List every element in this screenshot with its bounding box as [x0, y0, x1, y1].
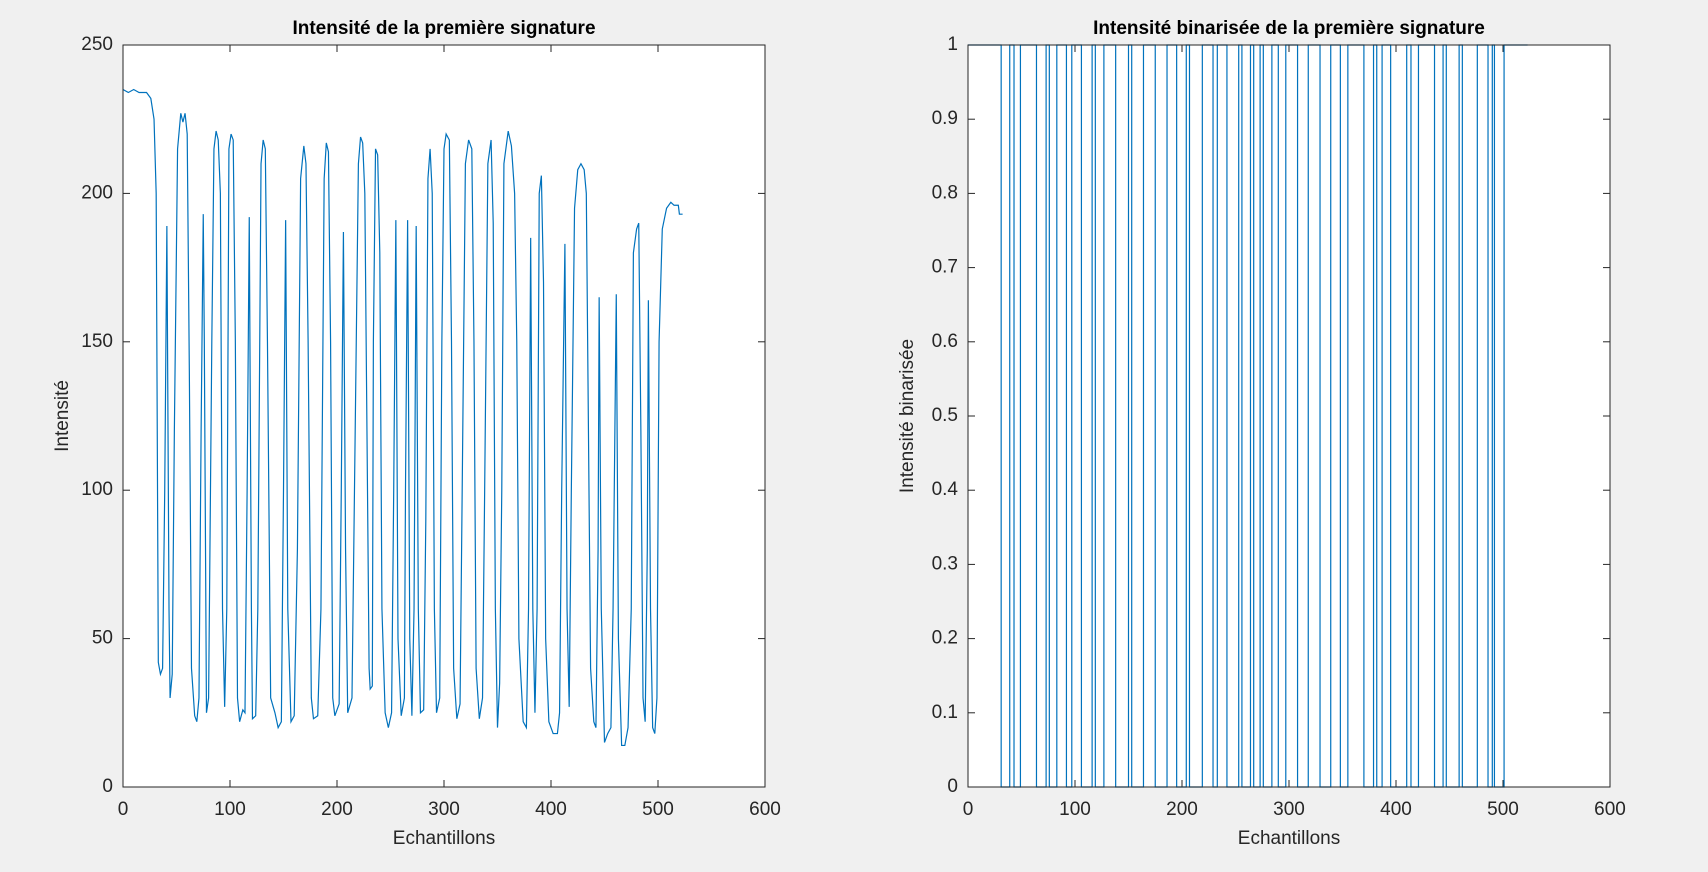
y-tick-label: 0.2: [932, 628, 958, 649]
y-tick-label: 200: [81, 182, 113, 203]
y-tick-label: 0.6: [932, 331, 958, 352]
x-tick-label: 300: [1273, 799, 1305, 820]
y-tick-label: 0.3: [932, 553, 958, 574]
y-axis-label: Intensité: [52, 380, 73, 452]
x-tick-label: 0: [963, 799, 974, 820]
x-tick-label: 400: [535, 799, 567, 820]
y-tick-label: 0.4: [932, 479, 959, 500]
x-axis-label: Echantillons: [1238, 828, 1340, 849]
y-tick-label: 100: [81, 479, 113, 500]
x-tick-label: 600: [1594, 799, 1626, 820]
axes-box: [967, 44, 1611, 788]
x-tick-label: 200: [1166, 799, 1198, 820]
y-tick-label: 50: [92, 628, 113, 649]
x-tick-label: 100: [1059, 799, 1091, 820]
plot-area: [968, 45, 1610, 787]
x-tick-label: 300: [428, 799, 460, 820]
axes: Intensité binarisée de la première signa…: [897, 18, 1626, 849]
x-tick-label: 200: [321, 799, 353, 820]
axes-box: [122, 44, 766, 788]
y-tick-label: 0: [947, 776, 958, 797]
y-tick-label: 1: [947, 34, 958, 55]
chart-title: Intensité binarisée de la première signa…: [1093, 18, 1485, 39]
axes: Intensité de la première signature Echant…: [52, 18, 781, 849]
y-tick-label: 0: [102, 776, 113, 797]
x-tick-label: 600: [749, 799, 781, 820]
y-tick-label: 0.1: [932, 702, 958, 723]
x-tick-label: 500: [642, 799, 674, 820]
x-tick-label: 400: [1380, 799, 1412, 820]
y-tick-label: 0.5: [932, 405, 958, 426]
y-tick-label: 150: [81, 331, 113, 352]
x-tick-label: 0: [118, 799, 129, 820]
y-tick-label: 250: [81, 34, 113, 55]
chart-title: Intensité de la première signature: [292, 18, 595, 39]
y-tick-label: 0.8: [932, 182, 958, 203]
x-tick-label: 500: [1487, 799, 1519, 820]
y-axis-label: Intensité binarisée: [897, 339, 918, 493]
x-axis-label: Echantillons: [393, 828, 495, 849]
y-tick-label: 0.7: [932, 257, 958, 278]
data-line: [122, 88, 683, 747]
y-tick-label: 0.9: [932, 108, 958, 129]
x-tick-label: 100: [214, 799, 246, 820]
